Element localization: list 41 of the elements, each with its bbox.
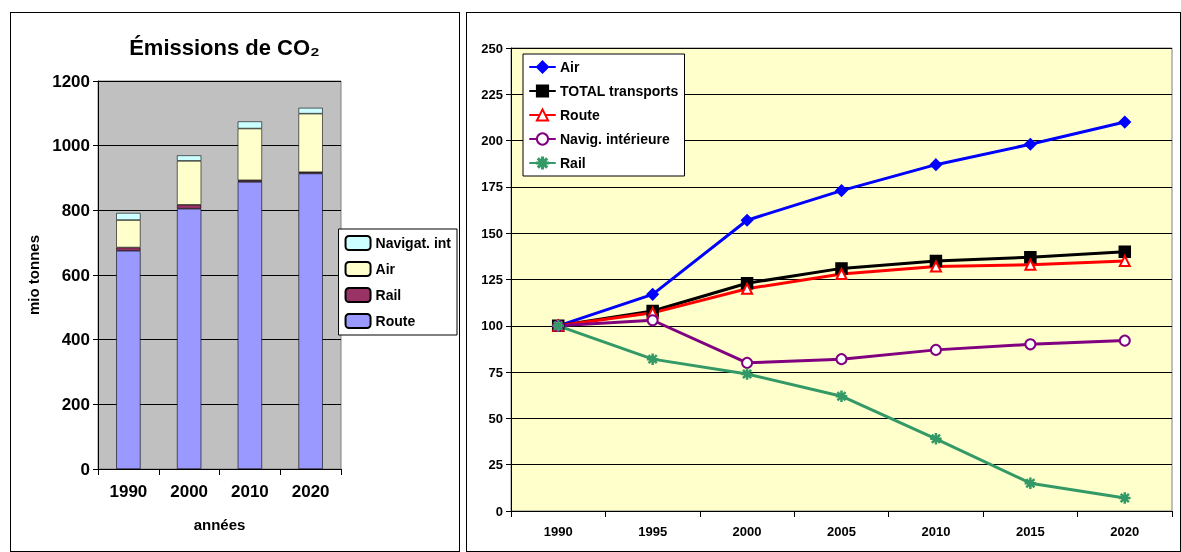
y-tick-label: 200	[61, 394, 90, 414]
legend-label: Navigat. int	[375, 235, 452, 251]
y-tick-label: 0	[80, 459, 90, 479]
y-tick-label: 25	[488, 457, 503, 473]
y-axis-title: mio tonnes	[25, 234, 43, 316]
y-tick-label: 250	[481, 40, 503, 56]
y-tick-label: 175	[481, 179, 503, 195]
y-tick-label: 1200	[52, 71, 90, 91]
y-tick-label: 400	[61, 330, 90, 350]
y-tick-label: 1000	[52, 136, 90, 156]
x-tick-label: 1990	[543, 524, 573, 539]
legend-label: Air	[375, 261, 396, 277]
x-axis-title: années	[193, 516, 246, 533]
legend-label: Navig. intérieure	[560, 131, 670, 147]
x-tick-label: 2005	[827, 524, 856, 539]
y-tick-label: 125	[481, 272, 503, 287]
x-tick-label: 2000	[170, 482, 209, 501]
y-tick-label: 75	[488, 364, 503, 380]
x-tick-label: 2020	[1110, 524, 1140, 539]
legend-label: Route	[375, 313, 416, 329]
y-tick-label: 0	[495, 503, 503, 519]
x-tick-label: 2000	[732, 524, 762, 539]
x-tick-label: 1990	[109, 482, 148, 501]
y-tick-label: 800	[61, 200, 90, 220]
x-tick-label: 1995	[638, 524, 668, 539]
x-tick-label: 2020	[291, 482, 330, 501]
y-tick-label: 600	[61, 265, 90, 285]
x-tick-label: 2010	[230, 482, 269, 501]
x-tick-label: 2015	[1015, 524, 1045, 539]
y-tick-label: 225	[481, 86, 503, 102]
legend-label: Rail	[375, 287, 402, 303]
y-tick-label: 50	[488, 410, 503, 426]
y-tick-label: 100	[481, 318, 503, 334]
legend-label: TOTAL transports	[560, 83, 679, 99]
legend-label: Route	[560, 107, 600, 123]
x-tick-label: 2010	[921, 524, 951, 539]
chart-title: Émissions de CO₂	[129, 34, 320, 60]
legend-label: Rail	[560, 155, 586, 171]
y-tick-label: 150	[481, 225, 503, 241]
legend-label: Air	[560, 59, 580, 75]
y-tick-label: 200	[481, 133, 503, 149]
